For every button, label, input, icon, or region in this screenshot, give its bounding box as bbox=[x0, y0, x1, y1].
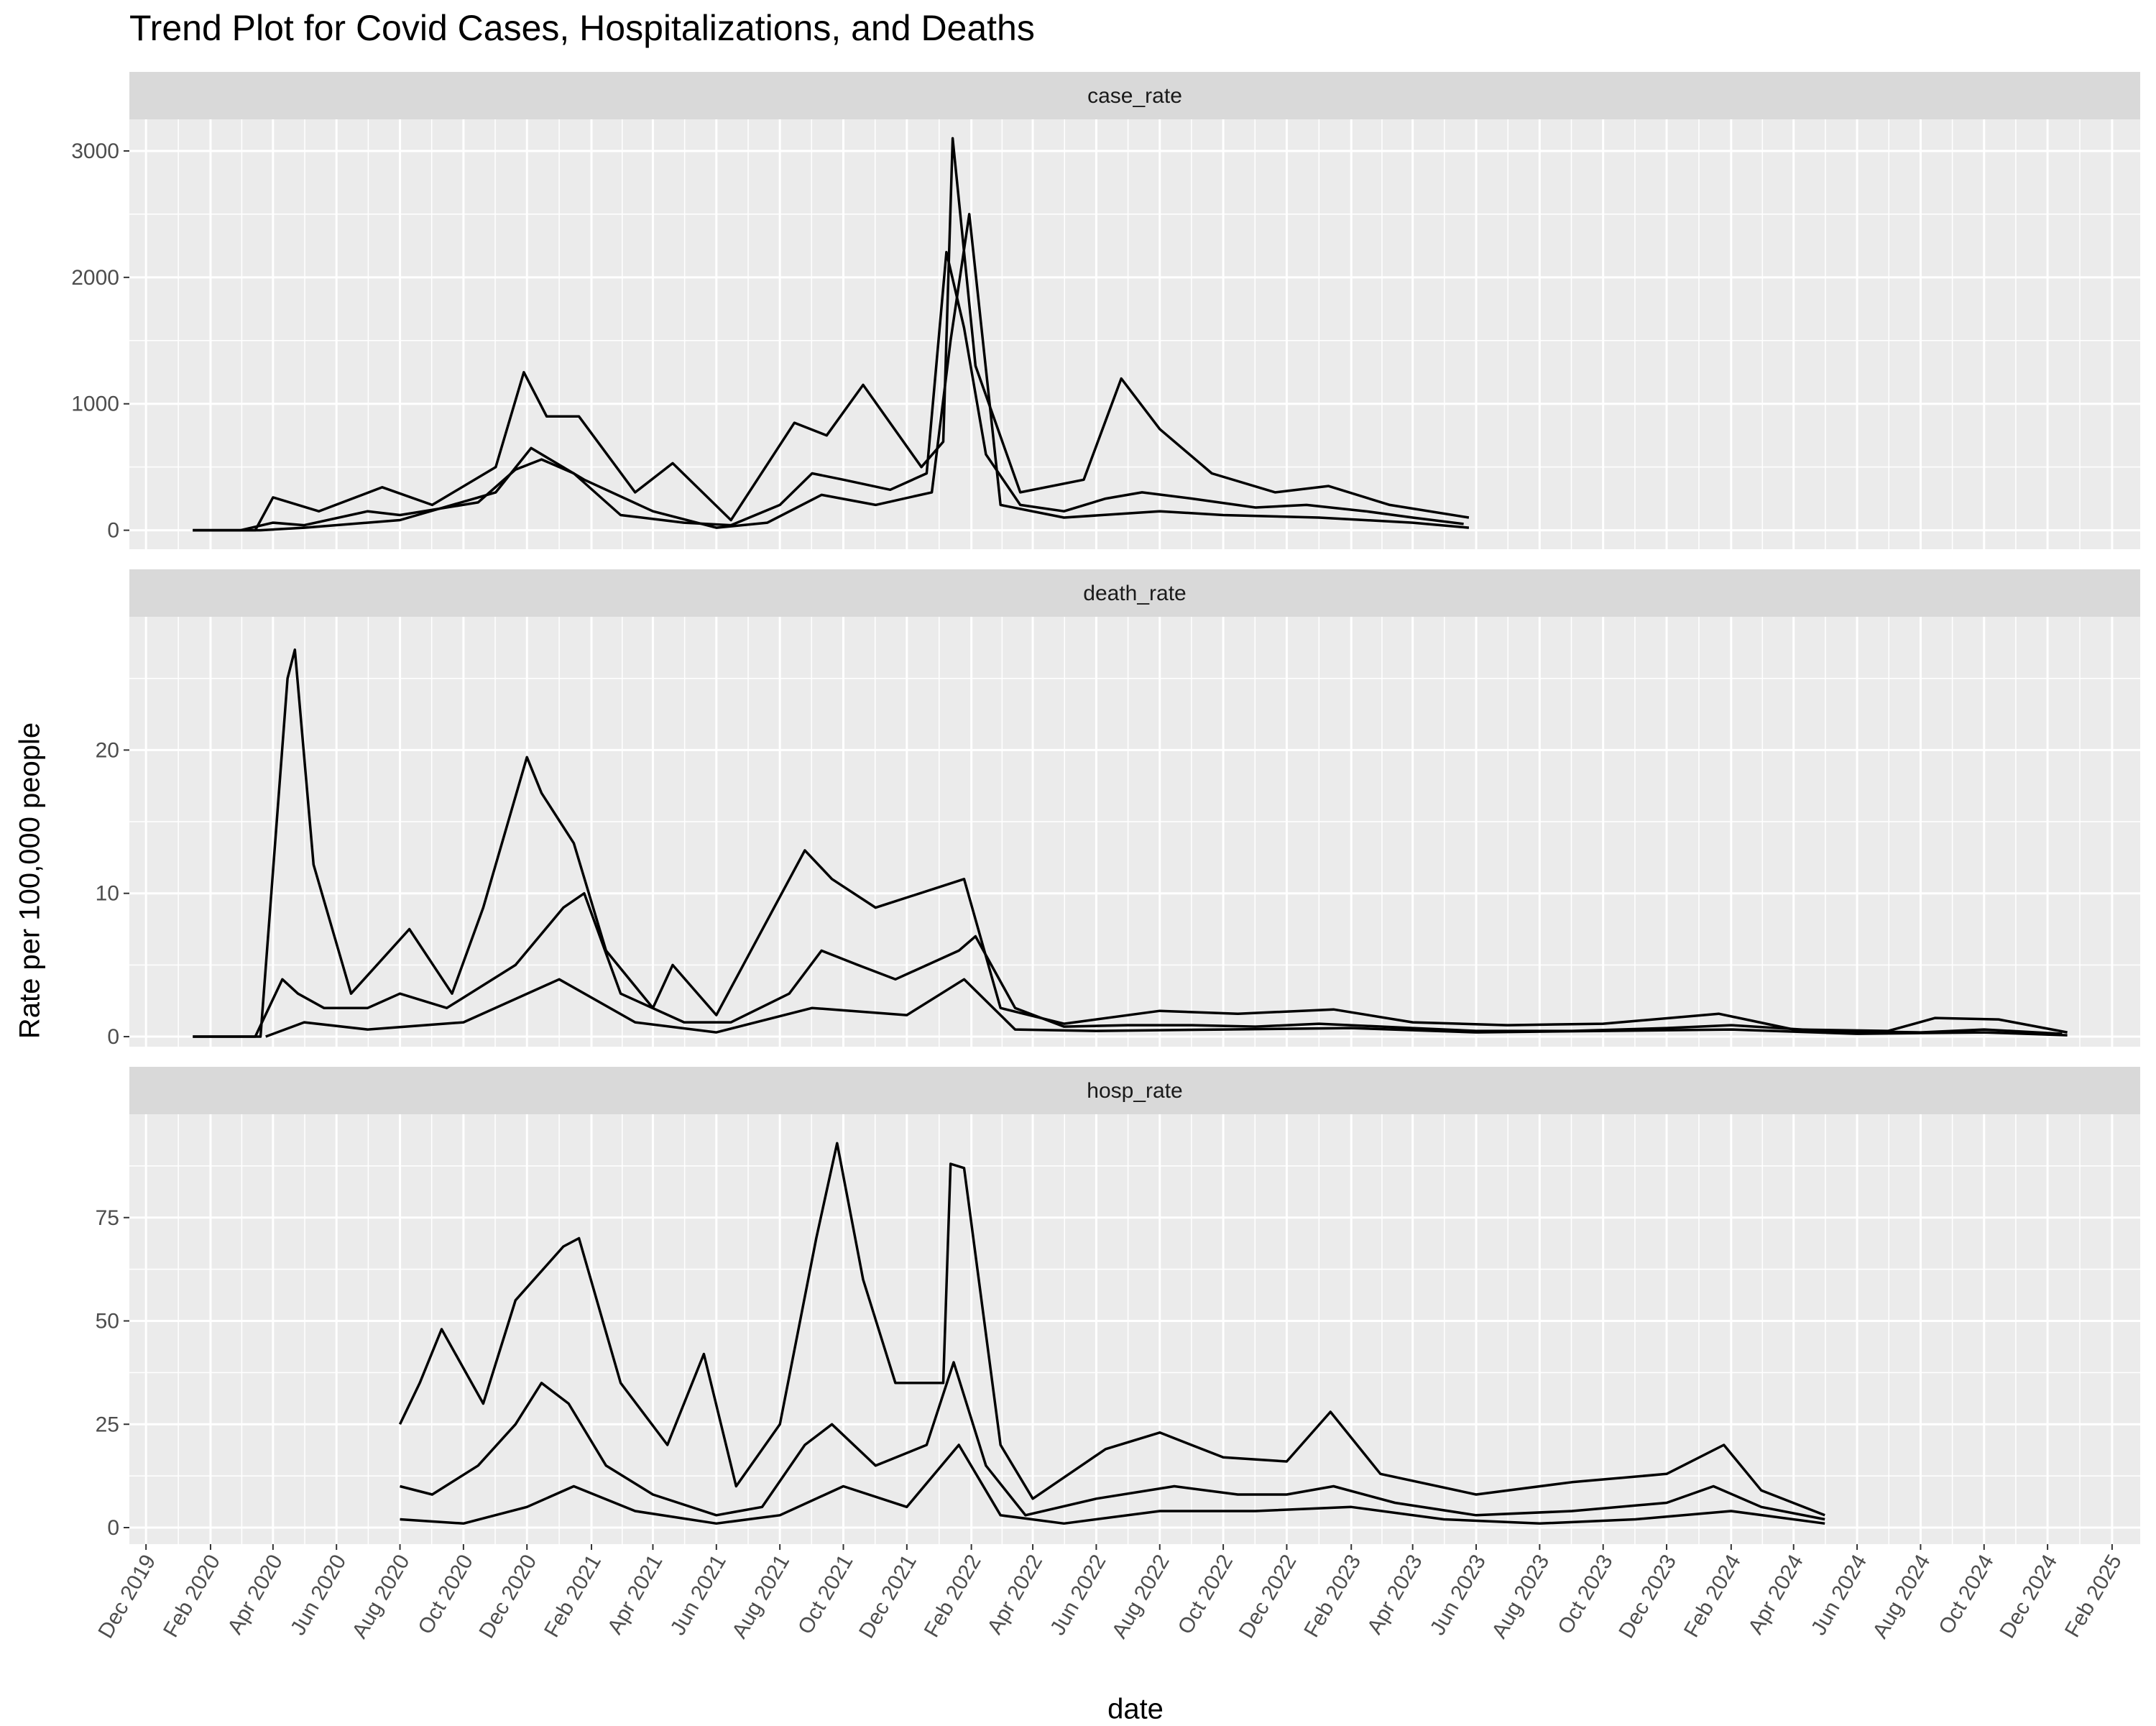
x-tick-label: Feb 2024 bbox=[1680, 1551, 1746, 1641]
panel-death_rate: death_rate 0 10 20 bbox=[96, 569, 2140, 1049]
x-tick-label: Aug 2023 bbox=[1488, 1551, 1554, 1643]
series-line-death_rate-1 bbox=[193, 648, 2068, 1038]
x-tick-label: Oct 2022 bbox=[1174, 1551, 1238, 1638]
panel-case_rate: case_rate 0 1000 2000 3000 bbox=[71, 72, 2140, 549]
x-tick-label: Aug 2021 bbox=[727, 1551, 794, 1643]
strip-label: hosp_rate bbox=[1087, 1079, 1182, 1103]
panel-hosp_rate: hosp_rate 0 25 50 75 bbox=[96, 1067, 2140, 1544]
panel-background bbox=[129, 119, 2140, 549]
x-tick-label: Dec 2021 bbox=[854, 1551, 921, 1643]
x-tick-label: Feb 2021 bbox=[540, 1551, 606, 1641]
strip-background bbox=[129, 569, 2140, 617]
x-tick-label: Dec 2019 bbox=[93, 1551, 160, 1643]
x-tick-label: Aug 2022 bbox=[1107, 1551, 1174, 1643]
chart-title: Trend Plot for Covid Cases, Hospitalizat… bbox=[129, 8, 1035, 48]
x-tick-label: Oct 2023 bbox=[1553, 1551, 1617, 1638]
x-tick-label: Aug 2024 bbox=[1869, 1551, 1935, 1643]
x-tick-label: Apr 2023 bbox=[1363, 1551, 1427, 1638]
x-tick-label: Feb 2020 bbox=[159, 1551, 225, 1641]
y-tick-label: 2000 bbox=[71, 266, 119, 290]
y-tick-label: 0 bbox=[107, 519, 119, 543]
x-tick-label: Apr 2022 bbox=[983, 1551, 1047, 1638]
x-tick-label: Dec 2023 bbox=[1614, 1551, 1681, 1643]
y-tick-label: 0 bbox=[107, 1516, 119, 1540]
x-tick-label: Apr 2020 bbox=[223, 1551, 287, 1638]
x-tick-label: Dec 2022 bbox=[1235, 1551, 1302, 1643]
x-tick-label: Jun 2024 bbox=[1807, 1551, 1871, 1639]
y-tick-label: 3000 bbox=[71, 139, 119, 163]
series-line-case_rate-0 bbox=[193, 250, 1464, 532]
series-line-hosp_rate-2 bbox=[400, 1443, 1825, 1525]
y-tick-label: 10 bbox=[96, 882, 119, 906]
x-tick-label: Apr 2024 bbox=[1743, 1551, 1807, 1638]
strip-label: case_rate bbox=[1087, 84, 1182, 108]
series-line-hosp_rate-1 bbox=[398, 1142, 1825, 1517]
x-tick-label: Aug 2020 bbox=[348, 1551, 415, 1643]
x-tick-label: Feb 2025 bbox=[2060, 1551, 2127, 1641]
x-tick-label: Feb 2023 bbox=[1299, 1551, 1365, 1641]
strip-background bbox=[129, 1067, 2140, 1114]
x-tick-label: Jun 2020 bbox=[286, 1551, 351, 1639]
series-line-case_rate-1 bbox=[193, 137, 1470, 532]
x-tick-label: Feb 2022 bbox=[920, 1551, 986, 1641]
series-line-case_rate-2 bbox=[193, 213, 1470, 532]
y-tick-label: 75 bbox=[96, 1206, 119, 1230]
strip-label: death_rate bbox=[1083, 582, 1186, 605]
series-line-death_rate-2 bbox=[265, 978, 2068, 1038]
y-tick-label: 0 bbox=[107, 1025, 119, 1049]
y-tick-label: 1000 bbox=[71, 393, 119, 416]
panel-background bbox=[129, 617, 2140, 1047]
x-tick-label: Oct 2021 bbox=[793, 1551, 857, 1638]
y-tick-label: 20 bbox=[96, 738, 119, 762]
x-tick-label: Jun 2023 bbox=[1426, 1551, 1491, 1639]
x-tick-label: Oct 2024 bbox=[1934, 1551, 1998, 1638]
x-tick-label: Apr 2021 bbox=[603, 1551, 667, 1638]
x-tick-label: Jun 2022 bbox=[1046, 1551, 1110, 1639]
x-axis-label: date bbox=[1107, 1693, 1164, 1725]
x-tick-label: Oct 2020 bbox=[413, 1551, 477, 1638]
x-tick-label: Jun 2021 bbox=[666, 1551, 731, 1639]
strip-background bbox=[129, 72, 2140, 119]
x-tick-label: Dec 2024 bbox=[1995, 1551, 2062, 1643]
series-line-hosp_rate-0 bbox=[400, 1361, 1825, 1521]
y-tick-label: 25 bbox=[96, 1413, 119, 1436]
x-tick-label: Dec 2020 bbox=[474, 1551, 541, 1643]
panel-background bbox=[129, 1114, 2140, 1544]
y-tick-label: 50 bbox=[96, 1310, 119, 1333]
